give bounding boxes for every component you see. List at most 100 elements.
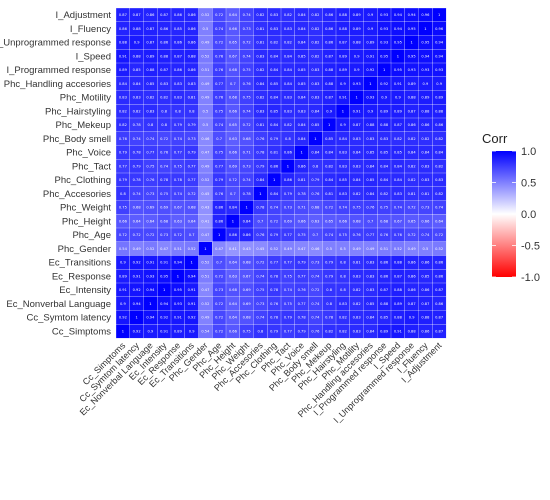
cell-value-label: 0.72 bbox=[215, 302, 223, 306]
cell-value-label: 0.73 bbox=[188, 137, 196, 141]
cell-value-label: 0.86 bbox=[229, 233, 238, 237]
cell-value-label: 0.52 bbox=[435, 247, 443, 251]
cell-value-label: 0.86 bbox=[325, 27, 334, 31]
cell-value-label: 0.83 bbox=[284, 27, 292, 31]
cell-value-label: 0.5 bbox=[340, 247, 346, 251]
cell-value-label: 0.81 bbox=[298, 178, 306, 182]
cell-value-label: 0.72 bbox=[215, 329, 223, 333]
cell-value-label: 0.91 bbox=[366, 54, 374, 58]
cell-value-label: 0.79 bbox=[298, 261, 307, 265]
cell-value-label: 0.84 bbox=[298, 41, 307, 45]
cell-value-label: 0.74 bbox=[311, 316, 320, 320]
cell-value-label: 0.76 bbox=[215, 54, 224, 58]
cell-value-label: 0.84 bbox=[298, 123, 307, 127]
cell-value-label: 0.7 bbox=[313, 233, 319, 237]
cell-value-label: 0.8 bbox=[148, 123, 154, 127]
cell-value-label: 0.87 bbox=[325, 96, 333, 100]
cell-value-label: 0.79 bbox=[298, 329, 307, 333]
cell-value-label: 1 bbox=[122, 329, 124, 333]
cell-value-label: 0.72 bbox=[311, 288, 319, 292]
cell-value-label: 0.84 bbox=[284, 82, 293, 86]
cell-value-label: 0.88 bbox=[339, 27, 348, 31]
cell-value-label: 0.86 bbox=[160, 41, 169, 45]
cell-value-label: 0.76 bbox=[298, 288, 307, 292]
cell-value-label: 0.72 bbox=[146, 233, 154, 237]
cell-value-label: 0.5 bbox=[203, 109, 209, 113]
cell-value-label: 0.91 bbox=[188, 288, 196, 292]
cell-value-label: 0.73 bbox=[215, 288, 223, 292]
cell-value-label: 0.79 bbox=[119, 178, 128, 182]
cell-value-label: 0.51 bbox=[380, 247, 388, 251]
cell-value-label: 0.81 bbox=[421, 192, 429, 196]
cell-value-label: 0.92 bbox=[366, 68, 374, 72]
cell-value-label: 0.84 bbox=[284, 54, 293, 58]
cell-value-label: 0.86 bbox=[421, 329, 430, 333]
cell-value-label: 0.82 bbox=[353, 192, 361, 196]
cell-value-label: 0.82 bbox=[119, 123, 127, 127]
legend-tick-label: 0.0 bbox=[521, 209, 536, 221]
cell-value-label: 0.66 bbox=[229, 329, 238, 333]
y-axis-label: I_Unprogrammed response bbox=[0, 38, 111, 49]
cell-value-label: 0.63 bbox=[174, 219, 182, 223]
cell-value-label: 0.8 bbox=[340, 274, 346, 278]
cell-value-label: 0.85 bbox=[366, 151, 374, 155]
cell-value-label: 0.89 bbox=[119, 274, 128, 278]
cell-value-label: 0.95 bbox=[394, 68, 402, 72]
cell-value-label: 0.75 bbox=[174, 164, 182, 168]
cell-value-label: 1 bbox=[204, 247, 206, 251]
cell-value-label: 0.92 bbox=[188, 316, 196, 320]
cell-value-label: 0.91 bbox=[160, 329, 168, 333]
cell-value-label: 0.78 bbox=[133, 151, 142, 155]
cell-value-label: 0.86 bbox=[174, 13, 183, 17]
cell-value-label: 0.72 bbox=[188, 192, 196, 196]
cell-value-label: 0.52 bbox=[201, 178, 209, 182]
cell-value-label: 0.89 bbox=[174, 329, 183, 333]
cell-value-label: 0.84 bbox=[325, 151, 334, 155]
cell-value-label: 0.79 bbox=[256, 164, 265, 168]
cell-value-label: 0.96 bbox=[435, 27, 444, 31]
cell-value-label: 0.73 bbox=[160, 233, 168, 237]
cell-value-label: 0.52 bbox=[201, 54, 209, 58]
cell-value-label: 0.83 bbox=[188, 82, 196, 86]
cell-value-label: 0.47 bbox=[201, 233, 209, 237]
cell-value-label: 0.87 bbox=[380, 288, 388, 292]
cell-value-label: 0.84 bbox=[270, 96, 279, 100]
cell-value-label: 0.72 bbox=[243, 123, 251, 127]
cell-value-label: 0.94 bbox=[394, 13, 403, 17]
cell-value-label: 0.52 bbox=[188, 247, 196, 251]
cell-value-label: 0.76 bbox=[243, 82, 252, 86]
cell-value-label: 0.87 bbox=[394, 274, 402, 278]
cell-value-label: 0.82 bbox=[256, 68, 264, 72]
cell-value-label: 0.73 bbox=[256, 302, 264, 306]
cell-value-label: 0.82 bbox=[270, 41, 278, 45]
cell-value-label: 0.86 bbox=[243, 233, 252, 237]
cell-value-label: 0.65 bbox=[229, 41, 237, 45]
cell-value-label: 0.89 bbox=[353, 13, 362, 17]
cell-value-label: 0.88 bbox=[394, 261, 403, 265]
cell-value-label: 0.86 bbox=[408, 123, 417, 127]
cell-value-label: 0.93 bbox=[353, 82, 361, 86]
cell-value-label: 0.77 bbox=[215, 164, 223, 168]
cell-value-label: 0.74 bbox=[215, 123, 224, 127]
cell-value-label: 1 bbox=[245, 206, 247, 210]
cell-value-label: 0.64 bbox=[133, 219, 142, 223]
cell-value-label: 0.66 bbox=[421, 219, 430, 223]
cell-value-label: 0.84 bbox=[366, 329, 375, 333]
cell-value-label: 0.83 bbox=[366, 261, 374, 265]
cell-value-label: 0.78 bbox=[133, 178, 142, 182]
cell-value-label: 0.78 bbox=[325, 316, 334, 320]
cell-value-label: 0.95 bbox=[394, 41, 402, 45]
cell-value-label: 0.83 bbox=[421, 178, 429, 182]
y-axis-label: Ec_Intensity bbox=[59, 285, 111, 296]
cell-value-label: 0.94 bbox=[160, 302, 169, 306]
cell-value-label: 0.68 bbox=[353, 219, 362, 223]
cell-value-label: 0.8 bbox=[258, 329, 264, 333]
cell-value-label: 0.79 bbox=[284, 192, 293, 196]
cell-value-label: 0.47 bbox=[160, 247, 168, 251]
cell-value-label: 0.72 bbox=[435, 233, 443, 237]
cell-value-label: 0.94 bbox=[435, 41, 444, 45]
cell-value-label: 0.73 bbox=[311, 261, 319, 265]
cell-value-label: 0.79 bbox=[311, 178, 320, 182]
cell-value-label: 0.82 bbox=[408, 178, 416, 182]
cell-value-label: 0.69 bbox=[243, 288, 252, 292]
